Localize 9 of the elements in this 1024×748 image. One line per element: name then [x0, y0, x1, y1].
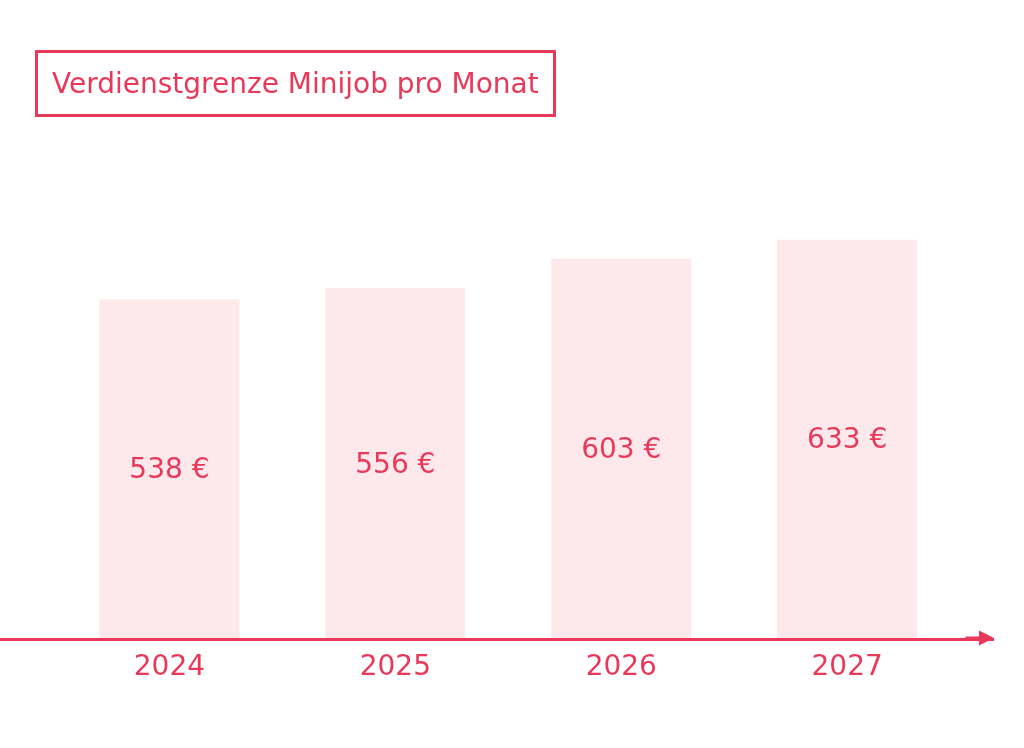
- x-tick-label: 2026: [585, 648, 657, 682]
- data-label: 603 €: [581, 431, 662, 465]
- chart-title: Verdienstgrenze Minijob pro Monat: [52, 67, 539, 100]
- x-tick-label: 2024: [133, 648, 206, 682]
- data-label: 538 €: [129, 452, 210, 486]
- x-tick-label: 2025: [359, 648, 431, 682]
- x-tick-label: 2027: [811, 648, 883, 682]
- data-label: 633 €: [807, 422, 888, 456]
- data-label: 556 €: [355, 446, 436, 480]
